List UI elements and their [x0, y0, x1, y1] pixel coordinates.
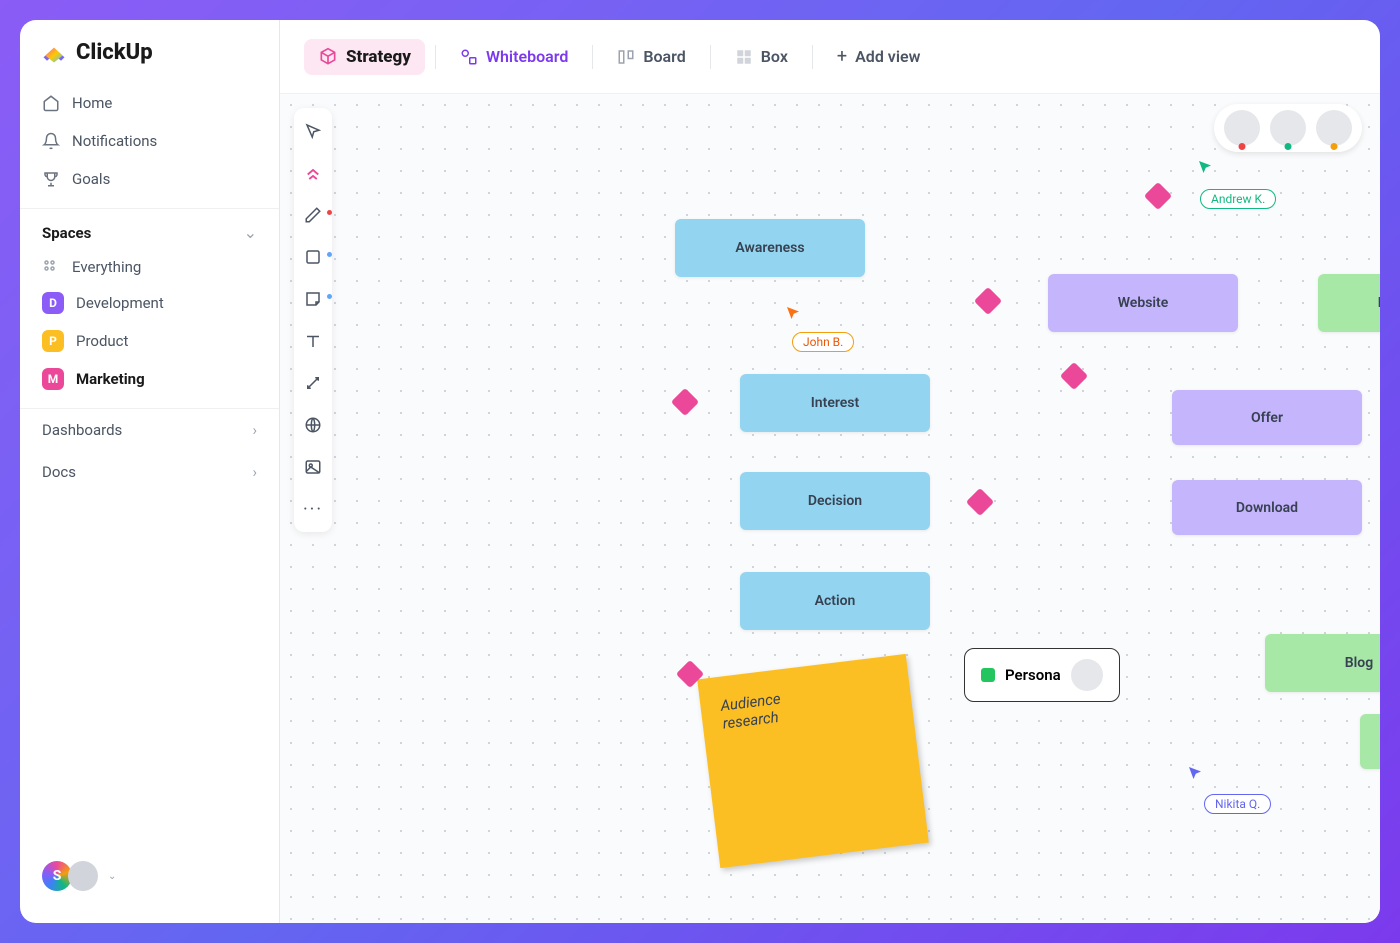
grid-dots-icon	[42, 258, 60, 276]
connector-diamond[interactable]	[966, 488, 994, 516]
space-development[interactable]: D Development	[20, 284, 279, 322]
status-square	[981, 668, 995, 682]
clickup-logo-icon	[40, 38, 68, 66]
app-shell: ClickUp Home Notifications Goals Spaces …	[20, 20, 1380, 923]
avatar	[1270, 110, 1306, 146]
tool-clickup[interactable]	[300, 160, 326, 186]
main: Strategy Whiteboard Board Box + Add view	[280, 20, 1380, 923]
nav-home[interactable]: Home	[20, 84, 279, 122]
topbar: Strategy Whiteboard Board Box + Add view	[280, 20, 1380, 94]
nav-notifications[interactable]: Notifications	[20, 122, 279, 160]
remote-cursor-label: John B.	[792, 332, 854, 352]
nav-dashboards[interactable]: Dashboards ›	[20, 408, 279, 451]
node-awareness[interactable]: Awareness	[675, 219, 865, 277]
avatar	[1316, 110, 1352, 146]
space-everything[interactable]: Everything	[20, 250, 279, 284]
chevron-right-icon: ›	[252, 421, 257, 439]
remote-cursor-icon	[1196, 158, 1214, 180]
node-blog[interactable]: Blog	[1265, 634, 1380, 692]
sidebar: ClickUp Home Notifications Goals Spaces …	[20, 20, 280, 923]
node-website[interactable]: Website	[1048, 274, 1238, 332]
shapes-icon	[460, 48, 478, 66]
toolbox: ···	[294, 108, 332, 532]
chevron-down-icon: ⌄	[108, 871, 116, 882]
bell-icon	[42, 132, 60, 150]
grid-icon	[735, 48, 753, 66]
tool-text[interactable]	[300, 328, 326, 354]
space-product[interactable]: P Product	[20, 322, 279, 360]
persona-avatar	[1071, 659, 1103, 691]
remote-cursor-label: Nikita Q.	[1204, 794, 1271, 814]
connector-diamond[interactable]	[1060, 362, 1088, 390]
view-board[interactable]: Board	[603, 39, 699, 74]
tool-pen[interactable]	[300, 202, 326, 228]
persona-card[interactable]: Persona	[964, 648, 1120, 702]
connector-diamond[interactable]	[974, 287, 1002, 315]
remote-cursor-label: Andrew K.	[1200, 189, 1276, 209]
tool-connector[interactable]	[300, 370, 326, 396]
logo[interactable]: ClickUp	[20, 38, 279, 84]
view-box[interactable]: Box	[721, 39, 802, 74]
node-offer[interactable]: Offer	[1172, 390, 1362, 445]
logo-text: ClickUp	[76, 40, 153, 65]
chevron-right-icon: ›	[252, 463, 257, 481]
view-strategy[interactable]: Strategy	[304, 39, 425, 75]
add-view-button[interactable]: + Add view	[823, 38, 934, 75]
avatar	[1224, 110, 1260, 146]
chevron-down-icon: ⌄	[244, 223, 257, 242]
node-download[interactable]: Download	[1172, 480, 1362, 535]
user-menu[interactable]: S ⌄	[20, 847, 279, 905]
tool-more[interactable]: ···	[300, 496, 326, 522]
tool-shape[interactable]	[300, 244, 326, 270]
sticky-note[interactable]: Audience research	[697, 654, 929, 868]
node-offscreen[interactable]	[1360, 714, 1380, 769]
view-whiteboard[interactable]: Whiteboard	[446, 39, 582, 74]
spaces-header[interactable]: Spaces ⌄	[20, 208, 279, 250]
node-decision[interactable]: Decision	[740, 472, 930, 530]
tool-sticky[interactable]	[300, 286, 326, 312]
trophy-icon	[42, 170, 60, 188]
user-avatar-2	[68, 861, 98, 891]
nav-goals[interactable]: Goals	[20, 160, 279, 198]
nav-docs[interactable]: Docs ›	[20, 451, 279, 493]
home-icon	[42, 94, 60, 112]
tool-select[interactable]	[300, 118, 326, 144]
node-action[interactable]: Action	[740, 572, 930, 630]
remote-cursor-icon	[1186, 764, 1204, 786]
tool-web[interactable]	[300, 412, 326, 438]
collaborator-avatars[interactable]	[1214, 104, 1362, 152]
cube-icon	[318, 47, 338, 67]
remote-cursor-icon	[784, 304, 802, 326]
board-icon	[617, 48, 635, 66]
connector-diamond[interactable]	[1144, 182, 1172, 210]
whiteboard-canvas[interactable]: ···	[280, 94, 1380, 923]
node-homepage[interactable]: Homepage	[1318, 274, 1380, 332]
tool-image[interactable]	[300, 454, 326, 480]
space-marketing[interactable]: M Marketing	[20, 360, 279, 398]
connector-diamond[interactable]	[671, 388, 699, 416]
plus-icon: +	[837, 46, 847, 67]
node-interest[interactable]: Interest	[740, 374, 930, 432]
